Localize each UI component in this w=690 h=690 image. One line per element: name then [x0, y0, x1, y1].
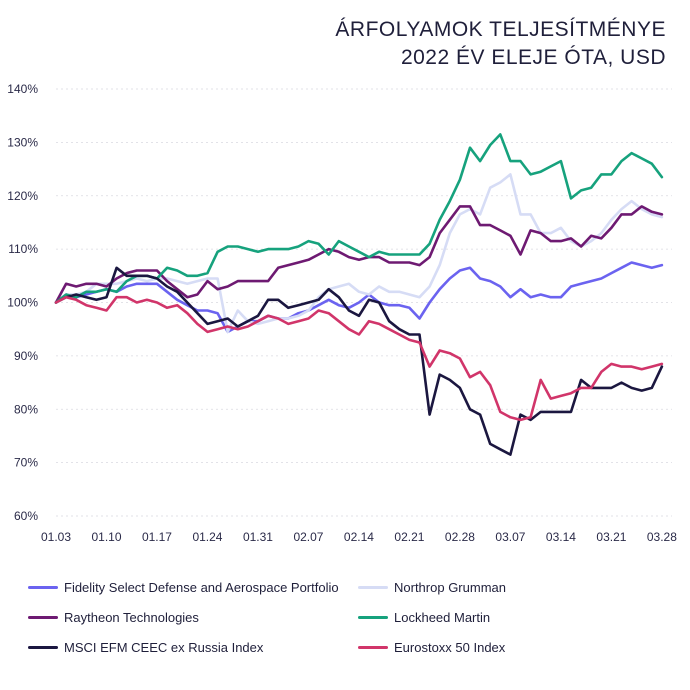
legend-item: MSCI EFM CEEC ex Russia Index — [28, 640, 263, 655]
chart-title-line-2: 2022 ÉV ELEJE ÓTA, USD — [400, 46, 666, 69]
legend-item: Raytheon Technologies — [28, 610, 199, 625]
y-axis-tick-labels: 60% 70% 80% 90% 100% 110% 120% 130% 140% — [7, 82, 38, 523]
y-tick-label: 80% — [14, 402, 38, 416]
y-tick-label: 70% — [14, 456, 38, 470]
legend-label: Eurostoxx 50 Index — [394, 640, 506, 655]
legend-item: Lockheed Martin — [358, 610, 490, 625]
y-tick-label: 100% — [7, 296, 38, 310]
grid-lines — [56, 88, 672, 517]
series-lines — [54, 133, 664, 456]
series-line-3 — [54, 205, 664, 304]
x-tick-label: 03.07 — [495, 530, 525, 544]
x-tick-label: 01.10 — [91, 530, 121, 544]
x-tick-label: 03.21 — [596, 530, 626, 544]
x-tick-label: 01.31 — [243, 530, 273, 544]
legend-swatch — [358, 616, 388, 619]
x-tick-label: 02.28 — [445, 530, 475, 544]
legend-item: Fidelity Select Defense and Aerospace Po… — [28, 580, 339, 595]
legend-swatch — [358, 646, 388, 649]
y-tick-label: 90% — [14, 349, 38, 363]
series-line-5 — [54, 266, 664, 456]
legend-swatch — [28, 646, 58, 649]
x-tick-label: 01.03 — [41, 530, 71, 544]
y-tick-label: 60% — [14, 509, 38, 523]
x-tick-label: 02.07 — [293, 530, 323, 544]
legend-label: Northrop Grumman — [394, 580, 506, 595]
x-tick-label: 01.17 — [142, 530, 172, 544]
x-tick-label: 02.21 — [394, 530, 424, 544]
x-tick-label: 03.14 — [546, 530, 576, 544]
series-line-1 — [54, 261, 664, 334]
legend-swatch — [358, 586, 388, 589]
legend-label: MSCI EFM CEEC ex Russia Index — [64, 640, 264, 655]
legend-swatch — [28, 586, 58, 589]
y-tick-label: 140% — [7, 82, 38, 96]
legend-swatch — [28, 616, 58, 619]
x-tick-label: 01.24 — [192, 530, 222, 544]
legend-item: Northrop Grumman — [358, 580, 506, 595]
y-tick-label: 130% — [7, 135, 38, 149]
series-line-4 — [54, 133, 664, 304]
legend-label: Raytheon Technologies — [64, 610, 199, 625]
y-tick-label: 110% — [8, 242, 38, 256]
x-tick-label: 02.14 — [344, 530, 374, 544]
legend-label: Lockheed Martin — [394, 610, 491, 625]
legend-label: Fidelity Select Defense and Aerospace Po… — [64, 580, 339, 595]
series-line-6 — [54, 295, 664, 422]
x-tick-label: 03.28 — [647, 530, 677, 544]
chart-title-line-1: ÁRFOLYAMOK TELJESÍTMÉNYE — [335, 18, 666, 41]
y-tick-label: 120% — [7, 189, 38, 203]
x-axis-tick-labels: 01.03 01.10 01.17 01.24 01.31 02.07 02.14 02.21… — [41, 530, 677, 544]
legend-item: Eurostoxx 50 Index — [358, 640, 505, 655]
